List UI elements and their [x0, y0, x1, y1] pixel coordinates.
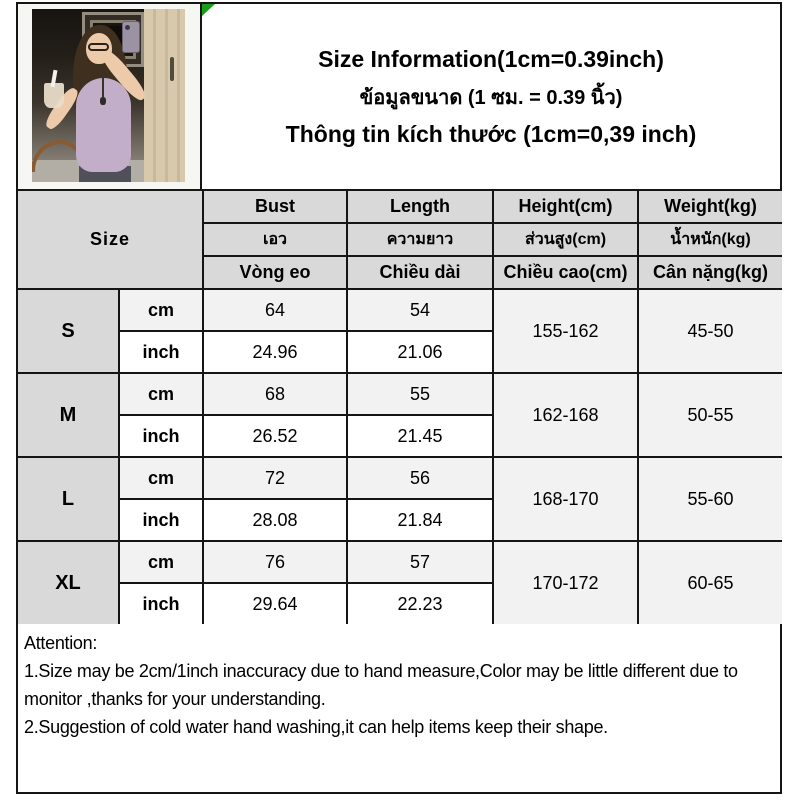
attention-heading: Attention: — [24, 633, 98, 653]
unit-cm: cm — [118, 456, 204, 500]
length-inch-value: 21.06 — [346, 330, 494, 374]
header-length-en: Length — [346, 190, 494, 224]
attention-note-1: 1.Size may be 2cm/1inch inaccuracy due t… — [24, 661, 738, 709]
drink-cup — [44, 83, 65, 108]
bust-inch-value: 24.96 — [202, 330, 348, 374]
phone-camera-icon — [125, 24, 131, 30]
title-english: Size Information(1cm=0.39inch) — [318, 45, 664, 72]
photo-door-handle — [170, 57, 175, 82]
header-bust-th: เอว — [202, 222, 348, 257]
length-inch-value: 21.84 — [346, 498, 494, 542]
bust-cm-value: 64 — [202, 288, 348, 332]
unit-inch: inch — [118, 414, 204, 458]
header-length-vi: Chiều dài — [346, 255, 494, 290]
bust-cm-value: 68 — [202, 372, 348, 416]
photo-wood-wall — [143, 9, 185, 182]
title-thai: ข้อมูลขนาด (1 ซม. = 0.39 นิ้ว) — [359, 86, 623, 109]
unit-cm: cm — [118, 288, 204, 332]
length-inch-value: 21.45 — [346, 414, 494, 458]
header-row: Size Information(1cm=0.39inch) ข้อมูลขนา… — [18, 4, 780, 191]
header-height-th: ส่วนสูง(cm) — [492, 222, 639, 257]
length-inch-value: 22.23 — [346, 582, 494, 625]
product-photo-cell — [18, 4, 202, 189]
height-range: 168-170 — [492, 456, 639, 542]
title-vietnamese: Thông tin kích thước (1cm=0,39 inch) — [285, 120, 697, 147]
model-necklace — [102, 73, 105, 99]
unit-inch: inch — [118, 498, 204, 542]
bust-inch-value: 26.52 — [202, 414, 348, 458]
bust-cm-value: 76 — [202, 540, 348, 584]
attention-section: Attention: 1.Size may be 2cm/1inch inacc… — [18, 624, 780, 792]
size-chart-sheet: Size Information(1cm=0.39inch) ข้อมูลขนา… — [16, 2, 783, 794]
attention-note-2: 2.Suggestion of cold water hand washing,… — [24, 717, 608, 737]
size-table: Size Bust Length Height(cm) Weight(kg) เ… — [17, 190, 783, 625]
bust-inch-value: 28.08 — [202, 498, 348, 542]
length-cm-value: 57 — [346, 540, 494, 584]
header-length-th: ความยาว — [346, 222, 494, 257]
bust-cm-value: 72 — [202, 456, 348, 500]
weight-range: 55-60 — [637, 456, 783, 542]
unit-inch: inch — [118, 582, 204, 625]
title-block: Size Information(1cm=0.39inch) ข้อมูลขนา… — [202, 4, 780, 189]
size-label-s: S — [17, 288, 120, 374]
size-column-header: Size — [17, 190, 204, 290]
weight-range: 50-55 — [637, 372, 783, 458]
header-weight-th: น้ำหนัก(kg) — [637, 222, 783, 257]
height-range: 170-172 — [492, 540, 639, 625]
weight-range: 60-65 — [637, 540, 783, 625]
length-cm-value: 55 — [346, 372, 494, 416]
header-height-vi: Chiều cao(cm) — [492, 255, 639, 290]
size-label-m: M — [17, 372, 120, 458]
header-weight-en: Weight(kg) — [637, 190, 783, 224]
unit-cm: cm — [118, 540, 204, 584]
size-label-l: L — [17, 456, 120, 542]
bust-inch-value: 29.64 — [202, 582, 348, 625]
header-bust-vi: Vòng eo — [202, 255, 348, 290]
header-height-en: Height(cm) — [492, 190, 639, 224]
model-pendant — [100, 97, 107, 106]
weight-range: 45-50 — [637, 288, 783, 374]
header-bust-en: Bust — [202, 190, 348, 224]
unit-inch: inch — [118, 330, 204, 374]
size-label-xl: XL — [17, 540, 120, 625]
height-range: 155-162 — [492, 288, 639, 374]
header-weight-vi: Cân nặng(kg) — [637, 255, 783, 290]
length-cm-value: 54 — [346, 288, 494, 332]
length-cm-value: 56 — [346, 456, 494, 500]
height-range: 162-168 — [492, 372, 639, 458]
unit-cm: cm — [118, 372, 204, 416]
model-photo — [32, 9, 185, 182]
model-glasses — [87, 42, 110, 51]
